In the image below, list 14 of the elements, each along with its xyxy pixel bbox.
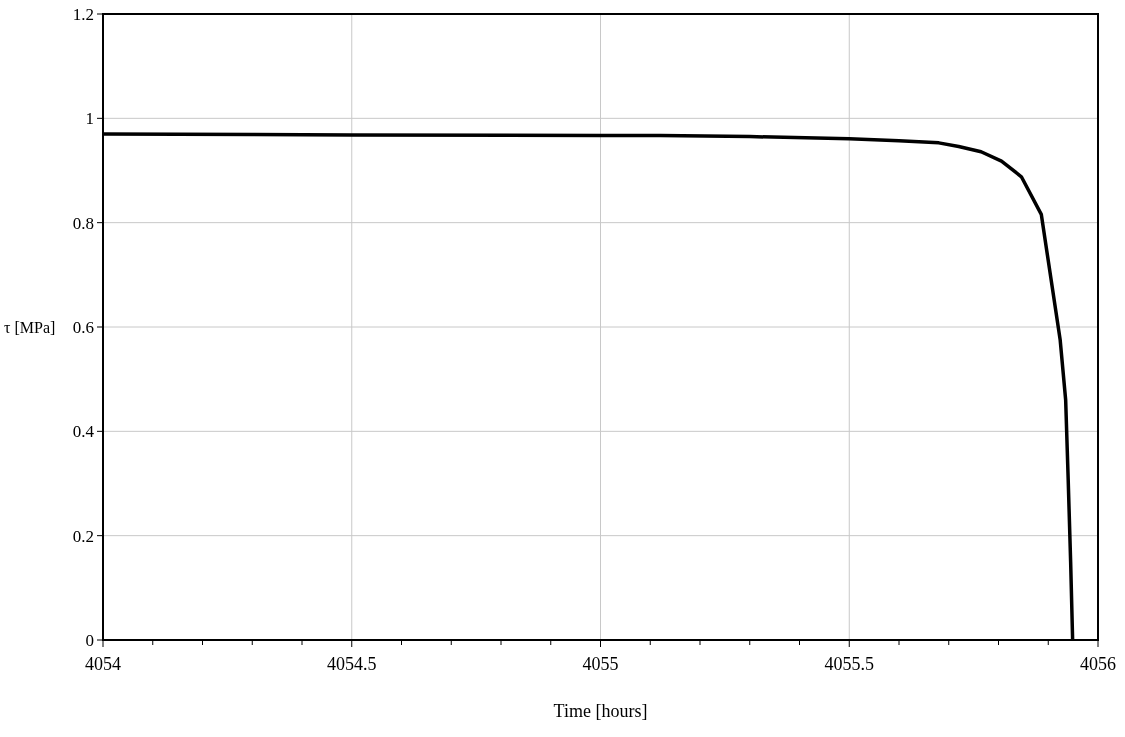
y-tick-label: 0.2: [72, 526, 94, 546]
y-tick-label: 1: [85, 109, 94, 129]
y-tick-label: 0.6: [72, 317, 94, 337]
y-axis-title: τ [MPa]: [4, 318, 56, 336]
x-tick-label: 4055.5: [824, 654, 874, 674]
x-tick-label: 4055: [582, 654, 619, 674]
y-tick-label: 0.4: [72, 422, 95, 442]
x-tick-label: 4054.5: [327, 654, 377, 674]
y-tick-label: 0: [85, 630, 94, 650]
y-tick-label: 0.8: [72, 213, 94, 233]
y-tick-label: 1.2: [72, 4, 94, 24]
x-axis-title: Time [hours]: [553, 701, 648, 721]
x-tick-label: 4056: [1080, 654, 1116, 674]
x-tick-label: 4054: [85, 654, 121, 674]
